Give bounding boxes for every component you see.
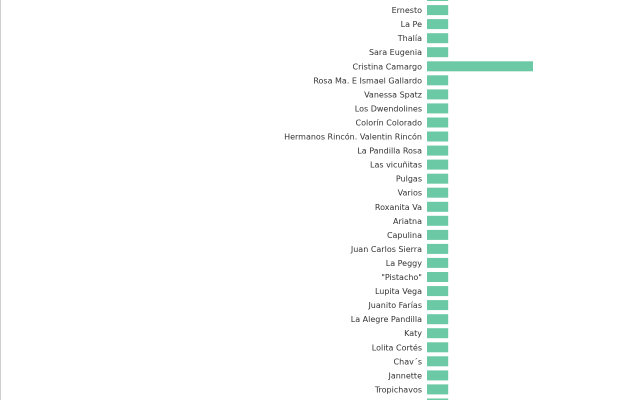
bar — [427, 187, 449, 198]
bar — [427, 19, 449, 30]
bar — [427, 314, 449, 325]
category-label: Colorín Colorado — [356, 119, 423, 128]
category-label: Sara Eugenia — [369, 48, 422, 57]
category-label: La Peggy — [386, 259, 423, 268]
bar — [427, 300, 449, 311]
category-label: La Pe — [401, 20, 422, 29]
bar — [427, 89, 449, 100]
category-label: Roxanita Va — [375, 203, 422, 212]
category-label: Vanessa Spatz — [364, 90, 422, 99]
category-label: Katy — [404, 329, 422, 338]
category-label: Cristina Camargo — [353, 62, 423, 71]
category-label: "Pistacho" — [381, 273, 422, 282]
category-label: Juanito Farías — [367, 301, 422, 310]
category-label: Ariatna — [393, 217, 422, 226]
category-label: Lupita Vega — [375, 287, 422, 296]
category-label: Varios — [398, 189, 422, 198]
category-label: Rosa Ma. E Ismael Gallardo — [313, 76, 422, 85]
bar — [427, 342, 449, 353]
category-label: Pulgas — [396, 175, 422, 184]
category-label: La Alegre Pandilla — [351, 315, 422, 324]
bar — [427, 215, 449, 226]
bar — [427, 117, 449, 128]
bar — [427, 131, 449, 142]
category-label: La Pandilla Rosa — [357, 147, 422, 156]
bar — [427, 61, 533, 72]
category-label: Jannette — [387, 371, 422, 380]
bar — [427, 75, 449, 86]
category-label: Thalía — [397, 34, 422, 43]
bar — [427, 5, 449, 16]
category-label: Lolita Cortés — [372, 342, 422, 352]
category-label: Capulina — [387, 231, 422, 240]
category-label: Hermanos Rincón. Valentin Rincón — [284, 132, 422, 142]
bar — [427, 201, 449, 212]
bar — [427, 272, 449, 282]
chart-left-border — [0, 0, 1, 400]
bar — [427, 145, 449, 156]
bar — [427, 229, 449, 240]
bar — [427, 173, 449, 184]
bar — [427, 159, 449, 170]
category-label: Chav´s — [394, 356, 422, 366]
bar — [427, 286, 449, 297]
bar — [427, 370, 449, 381]
bar — [427, 243, 449, 254]
category-label: Los Dwendolines — [355, 104, 422, 113]
bar — [427, 47, 449, 58]
bar — [427, 257, 449, 268]
category-label: Las vicuñitas — [370, 161, 422, 170]
category-label: Juan Carlos Sierra — [350, 245, 422, 254]
bar — [427, 33, 449, 44]
bar — [427, 103, 449, 114]
category-label: Ernesto — [392, 6, 423, 15]
bar — [427, 356, 449, 367]
category-label: Tropichavos — [374, 385, 422, 394]
bar — [427, 328, 449, 339]
bar — [427, 398, 449, 400]
bar — [427, 384, 449, 395]
bar — [427, 0, 449, 1]
